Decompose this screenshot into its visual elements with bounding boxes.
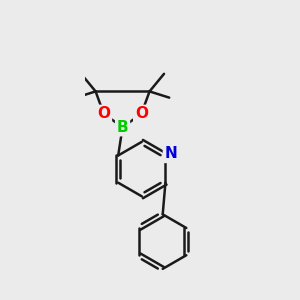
Text: O: O xyxy=(97,106,110,122)
Text: B: B xyxy=(117,120,128,135)
Text: N: N xyxy=(164,146,177,161)
Text: O: O xyxy=(135,106,148,122)
